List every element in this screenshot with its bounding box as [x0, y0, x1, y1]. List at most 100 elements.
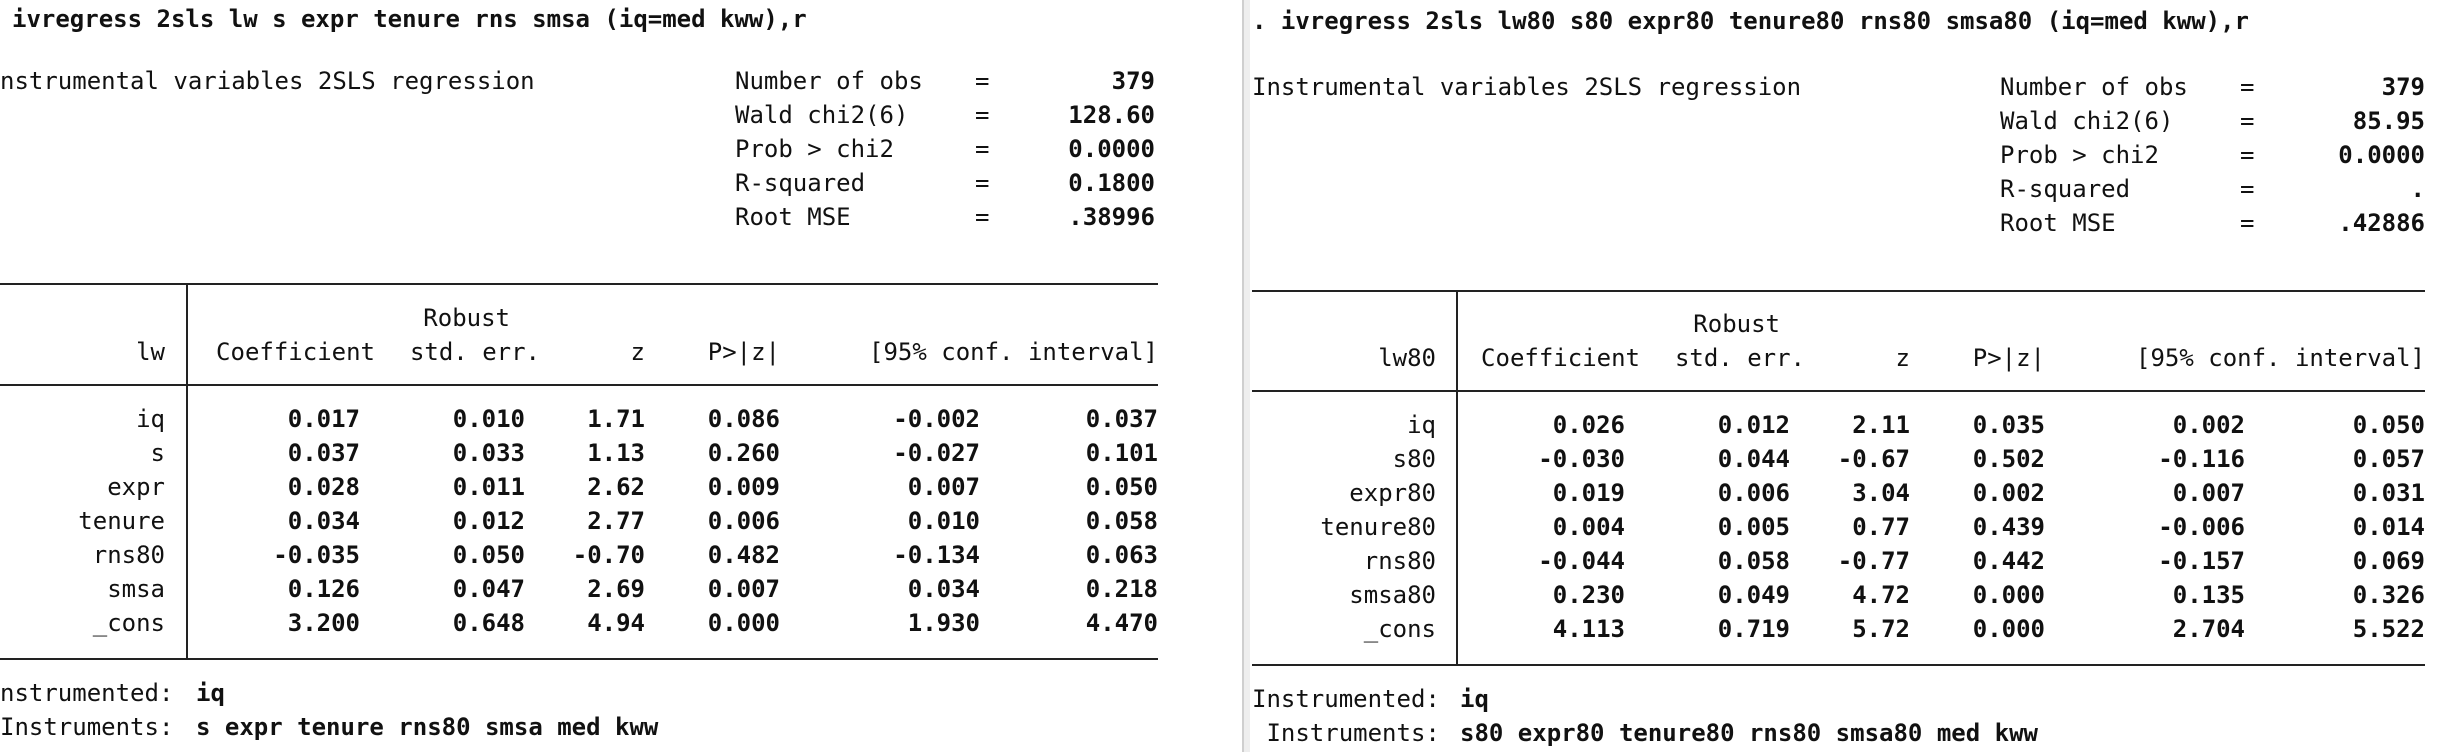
row-se: 0.005 — [1717, 513, 1790, 541]
row-se: 0.047 — [452, 575, 525, 603]
row-se: 0.010 — [452, 405, 525, 433]
row-coef: -0.030 — [1538, 445, 1625, 473]
row-ci-low: 1.930 — [907, 609, 980, 637]
stat-value: 379 — [1111, 67, 1155, 95]
row-p: 0.502 — [1972, 445, 2045, 473]
row-p: 0.035 — [1972, 411, 2045, 439]
table-header-rule — [0, 384, 1158, 386]
row-ci-low: -0.002 — [893, 405, 980, 433]
row-p: 0.009 — [707, 473, 780, 501]
row-z: 3.04 — [1852, 479, 1910, 507]
depvar-header: lw80 — [1378, 344, 1436, 372]
coef-header: Coefficient — [216, 338, 375, 366]
stat-label: Root MSE — [735, 203, 851, 231]
row-variable: rns80 — [1363, 547, 1436, 575]
stat-label: Prob > chi2 — [735, 135, 894, 163]
row-ci-low: -0.027 — [893, 439, 980, 467]
row-se: 0.033 — [452, 439, 525, 467]
regression-title: nstrumental variables 2SLS regression — [0, 67, 535, 95]
row-z: 2.69 — [587, 575, 645, 603]
stat-eq: = — [975, 101, 990, 129]
row-p: 0.000 — [707, 609, 780, 637]
row-ci-high: 0.063 — [1085, 541, 1158, 569]
row-variable: iq — [1407, 411, 1436, 439]
row-coef: 0.230 — [1552, 581, 1625, 609]
stat-eq: = — [2240, 209, 2255, 237]
row-ci-high: 0.014 — [2352, 513, 2425, 541]
instrumented-label: nstrumented: — [0, 679, 174, 707]
instrumented-value: iq — [1460, 685, 1489, 713]
stat-value: 0.1800 — [1068, 169, 1155, 197]
stat-value: . — [2410, 175, 2425, 203]
stat-label: Number of obs — [2000, 73, 2188, 101]
row-ci-high: 0.326 — [2352, 581, 2425, 609]
depvar-header: lw — [136, 338, 165, 366]
row-z: -0.67 — [1837, 445, 1910, 473]
table-bottom-rule — [1252, 664, 2425, 666]
instrumented-value: iq — [196, 679, 225, 707]
row-ci-low: -0.116 — [2158, 445, 2245, 473]
stat-label: Root MSE — [2000, 209, 2116, 237]
z-header: z — [630, 338, 645, 366]
instruments-value: s80 expr80 tenure80 rns80 smsa80 med kww — [1460, 719, 2038, 747]
row-z: 1.71 — [587, 405, 645, 433]
row-coef: 0.017 — [287, 405, 360, 433]
stat-value: .38996 — [1068, 203, 1155, 231]
row-coef: 0.004 — [1552, 513, 1625, 541]
row-ci-high: 0.101 — [1085, 439, 1158, 467]
row-ci-low: 0.002 — [2172, 411, 2245, 439]
row-ci-low: 0.010 — [907, 507, 980, 535]
row-variable: _cons — [1363, 615, 1436, 643]
row-z: 2.77 — [587, 507, 645, 535]
row-ci-low: 0.135 — [2172, 581, 2245, 609]
stat-label: Wald chi2(6) — [735, 101, 909, 129]
row-variable: smsa — [107, 575, 165, 603]
row-p: 0.002 — [1972, 479, 2045, 507]
instrumented-label: Instrumented: — [1252, 685, 1440, 713]
row-p: 0.000 — [1972, 615, 2045, 643]
stat-eq: = — [975, 203, 990, 231]
row-p: 0.260 — [707, 439, 780, 467]
row-z: 2.11 — [1852, 411, 1910, 439]
row-ci-high: 4.470 — [1085, 609, 1158, 637]
row-ci-high: 0.031 — [2352, 479, 2425, 507]
row-ci-low: 0.007 — [907, 473, 980, 501]
row-variable: _cons — [92, 609, 165, 637]
row-variable: s — [150, 439, 165, 467]
row-ci-high: 0.069 — [2352, 547, 2425, 575]
stat-value: 128.60 — [1068, 101, 1155, 129]
row-coef: 4.113 — [1552, 615, 1625, 643]
stat-eq: = — [2240, 141, 2255, 169]
instruments-value: s expr tenure rns80 smsa med kww — [196, 713, 659, 741]
row-variable: tenure80 — [1320, 513, 1436, 541]
ci-header: [95% conf. interval] — [869, 338, 1158, 366]
stat-label: Prob > chi2 — [2000, 141, 2159, 169]
row-z: 0.77 — [1852, 513, 1910, 541]
row-p: 0.006 — [707, 507, 780, 535]
command-line: . ivregress 2sls lw80 s80 expr80 tenure8… — [1252, 7, 2249, 35]
stat-label: Number of obs — [735, 67, 923, 95]
row-variable: expr — [107, 473, 165, 501]
row-coef: 0.037 — [287, 439, 360, 467]
stat-eq: = — [2240, 175, 2255, 203]
p-header: P>|z| — [707, 338, 780, 366]
row-se: 0.006 — [1717, 479, 1790, 507]
table-bottom-rule — [0, 658, 1158, 660]
row-ci-low: 0.007 — [2172, 479, 2245, 507]
instruments-label: Instruments: — [0, 713, 174, 741]
row-p: 0.000 — [1972, 581, 2045, 609]
row-coef: -0.035 — [273, 541, 360, 569]
row-se: 0.049 — [1717, 581, 1790, 609]
coef-header: Coefficient — [1481, 344, 1640, 372]
instruments-label: Instruments: — [1252, 719, 1440, 747]
row-variable: tenure — [78, 507, 165, 535]
row-se: 0.058 — [1717, 547, 1790, 575]
row-ci-low: 0.034 — [907, 575, 980, 603]
row-ci-high: 0.058 — [1085, 507, 1158, 535]
row-p: 0.482 — [707, 541, 780, 569]
z-header: z — [1895, 344, 1910, 372]
stat-label: R-squared — [735, 169, 866, 197]
stat-eq: = — [975, 135, 990, 163]
row-ci-high: 0.037 — [1085, 405, 1158, 433]
stat-value: .42886 — [2338, 209, 2425, 237]
